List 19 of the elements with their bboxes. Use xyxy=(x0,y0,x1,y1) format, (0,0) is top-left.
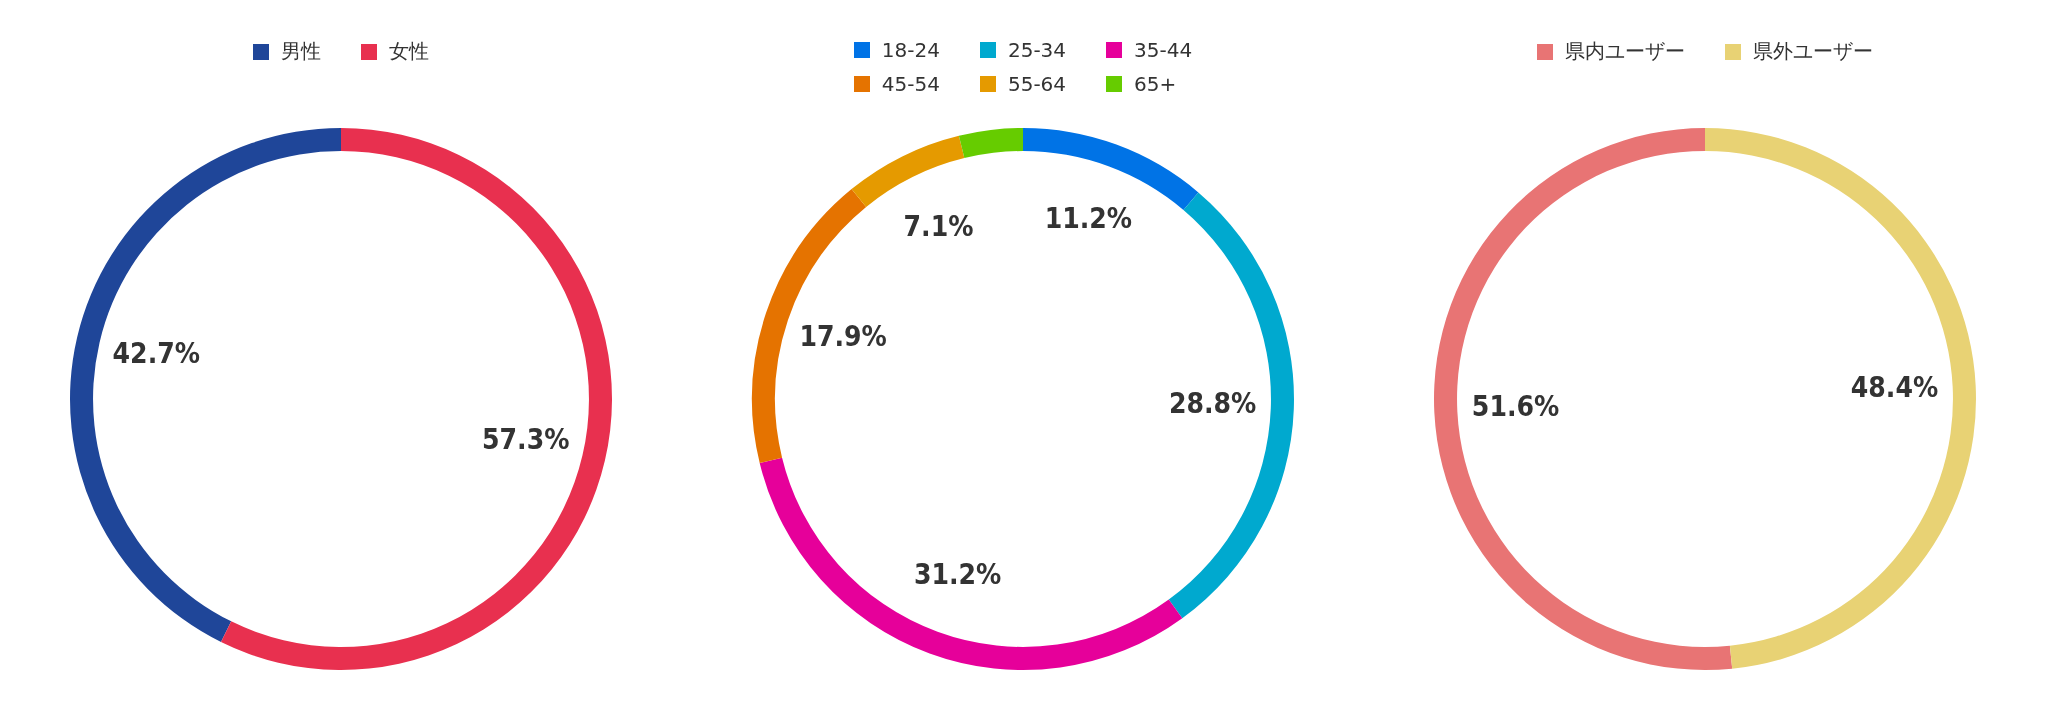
legend-label: 女性 xyxy=(389,38,429,65)
data-label: 11.2% xyxy=(1044,202,1133,236)
legend-label: 25-34 xyxy=(1007,38,1067,62)
legend-label: 55-64 xyxy=(1007,72,1067,96)
legend-label: 県内ユーザー xyxy=(1565,38,1685,65)
data-label: 42.7% xyxy=(112,337,200,371)
legend-label: 45-54 xyxy=(881,72,940,96)
legend-label: 県外ユーザー xyxy=(1753,38,1873,65)
legend-label: 18-24 xyxy=(881,38,940,62)
data-label: 31.2% xyxy=(913,558,1002,592)
data-label: 7.1% xyxy=(903,210,974,244)
legend-label: 男性 xyxy=(281,38,321,65)
data-label: 48.4% xyxy=(1850,370,1939,404)
legend-label: 35-44 xyxy=(1134,38,1193,62)
data-label: 28.8% xyxy=(1168,387,1257,421)
data-label: 51.6% xyxy=(1471,389,1560,423)
legend-label: 65+ xyxy=(1134,72,1177,96)
data-label: 57.3% xyxy=(482,423,570,457)
data-label: 17.9% xyxy=(799,319,887,353)
